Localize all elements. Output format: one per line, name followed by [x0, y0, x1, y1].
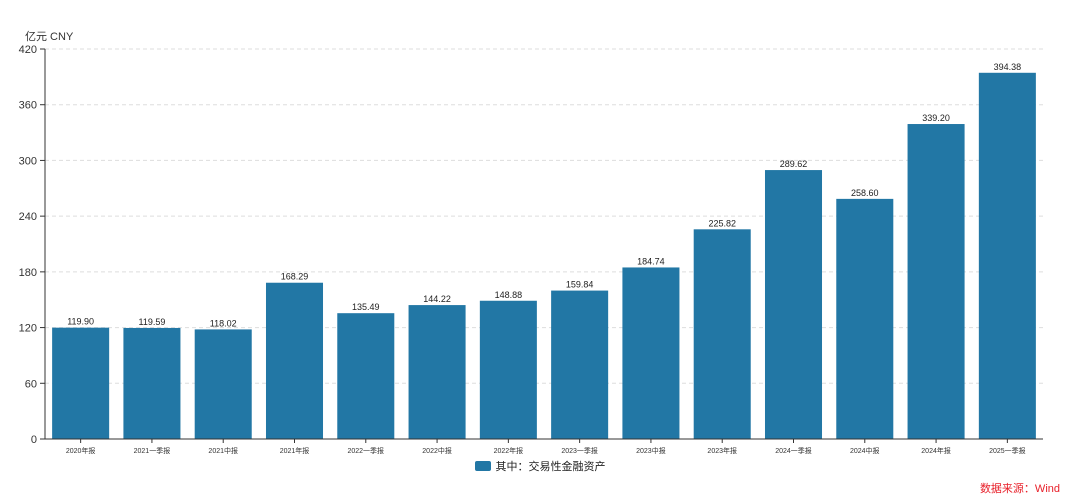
- bar-value-label: 118.02: [210, 318, 237, 328]
- bar-value-label: 119.90: [67, 317, 94, 327]
- y-tick-label: 60: [25, 378, 37, 390]
- y-tick-label: 180: [19, 267, 37, 279]
- bar: [551, 290, 609, 439]
- bar: [978, 72, 1036, 439]
- legend-label: 其中：交易性金融资产: [495, 461, 606, 473]
- bar-value-label: 159.84: [566, 280, 594, 290]
- x-tick-label: 2025一季报: [989, 446, 1026, 455]
- x-tick-label: 2022一季报: [347, 446, 384, 455]
- x-tick-label: 2022年报: [494, 446, 524, 455]
- y-tick-label: 0: [31, 434, 37, 446]
- bar-value-label: 394.38: [994, 62, 1022, 72]
- bar-value-label: 184.74: [637, 256, 665, 266]
- x-tick-label: 2022中报: [422, 446, 452, 455]
- bar-value-label: 339.20: [922, 113, 950, 123]
- y-tick-label: 240: [19, 211, 37, 223]
- bar: [479, 300, 537, 439]
- bar-value-label: 289.62: [780, 159, 808, 169]
- bar-value-label: 119.59: [138, 317, 165, 327]
- x-tick-label: 2020年报: [66, 446, 96, 455]
- bar-value-label: 148.88: [495, 290, 523, 300]
- y-tick-label: 420: [19, 44, 37, 56]
- x-tick-label: 2021年报: [280, 446, 310, 455]
- bar: [907, 124, 965, 440]
- bar-value-label: 135.49: [352, 302, 380, 312]
- y-tick-label: 120: [19, 323, 37, 335]
- bar-value-label: 225.82: [708, 218, 736, 228]
- bar: [622, 267, 680, 439]
- legend-swatch: [474, 461, 491, 471]
- y-tick-label: 360: [19, 100, 37, 112]
- bar: [408, 305, 466, 439]
- x-tick-label: 2023一季报: [561, 446, 598, 455]
- x-tick-label: 2024一季报: [775, 446, 812, 455]
- legend[interactable]: 其中：交易性金融资产: [0, 458, 1080, 474]
- bar-value-label: 258.60: [851, 188, 879, 198]
- x-tick-label: 2021中报: [208, 446, 238, 455]
- data-source-note: 数据来源：Wind: [979, 483, 1060, 495]
- x-tick-label: 2024年报: [921, 446, 951, 455]
- x-tick-label: 2024中报: [850, 446, 880, 455]
- bar: [836, 198, 894, 439]
- x-tick-label: 2021一季报: [134, 446, 171, 455]
- bar: [693, 229, 751, 439]
- y-axis-unit-label: 亿元 CNY: [25, 31, 74, 43]
- x-tick-label: 2023中报: [636, 446, 666, 455]
- bar: [123, 327, 181, 439]
- bar: [764, 170, 823, 439]
- bar-value-label: 144.22: [423, 294, 451, 304]
- bar: [337, 313, 395, 439]
- bar-value-label: 168.29: [281, 272, 309, 282]
- bar: [194, 329, 252, 439]
- y-tick-label: 300: [19, 155, 37, 167]
- bar: [52, 327, 110, 439]
- x-tick-label: 2023年报: [707, 446, 737, 455]
- bar: [265, 282, 324, 439]
